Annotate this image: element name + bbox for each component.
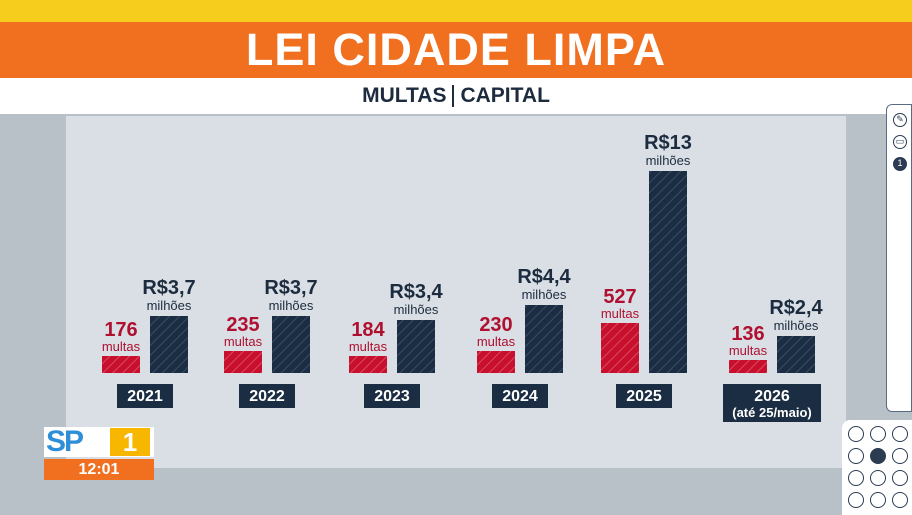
year-label-2023: 2023: [374, 388, 410, 405]
theater-icon[interactable]: [870, 470, 886, 486]
money-value-label-2026: R$2,4: [769, 297, 823, 319]
year-label-2026: 2026: [754, 388, 790, 405]
money-unit-label-2025: milhões: [646, 153, 691, 168]
value-bar-2024: [525, 305, 563, 373]
money-value-label-2022: R$3,7: [264, 277, 317, 299]
chart-panel: [66, 116, 846, 468]
page-title: LEI CIDADE LIMPA: [245, 24, 667, 75]
fines-value-label-2021: 176: [104, 319, 137, 341]
fines-unit-label-2026: multas: [729, 343, 768, 358]
number-one-icon[interactable]: 1: [893, 157, 907, 171]
fines-bar-2021: [102, 356, 140, 373]
run-icon[interactable]: [892, 492, 908, 508]
subtitle-bar: MULTAS CAPITAL: [0, 78, 912, 114]
year-label-2022: 2022: [249, 388, 285, 405]
year-label-box-2024: [492, 384, 548, 408]
channel-logo: SP 1 12:01: [44, 425, 154, 480]
value-bar-2021: [150, 316, 188, 373]
fines-bar-2023: [349, 356, 387, 373]
year-label-box-2023: [364, 384, 420, 408]
news-icon[interactable]: [870, 492, 886, 508]
gallery-icon[interactable]: [848, 448, 864, 464]
fines-value-label-2025: 527: [603, 286, 636, 308]
money-value-label-2025: R$13: [644, 132, 692, 154]
settings-icon[interactable]: [848, 426, 864, 442]
subtitle: MULTAS CAPITAL: [362, 84, 550, 108]
fines-bar-2024: [477, 351, 515, 373]
subtitle-right: CAPITAL: [460, 84, 550, 107]
accessibility-icon[interactable]: [870, 426, 886, 442]
logo-number: 1: [110, 428, 150, 456]
money-value-label-2023: R$3,4: [389, 281, 443, 303]
subtitle-left: MULTAS: [362, 84, 447, 107]
fines-bar-2026: [729, 360, 767, 373]
corner-icon-panel: [842, 420, 912, 515]
fines-bar-2022: [224, 351, 262, 373]
year-label-box-2026: [723, 384, 821, 422]
money-unit-label-2022: milhões: [269, 298, 314, 313]
edit-icon[interactable]: ✎: [893, 113, 907, 127]
fines-value-label-2023: 184: [351, 319, 385, 341]
fines-unit-label-2021: multas: [102, 339, 141, 354]
fines-bar-2025: [601, 323, 639, 373]
money-unit-label-2024: milhões: [522, 287, 567, 302]
year-label-2025: 2025: [626, 388, 662, 405]
chat-icon[interactable]: [892, 426, 908, 442]
sport-icon[interactable]: [892, 448, 908, 464]
title-banner: LEI CIDADE LIMPA: [0, 22, 912, 78]
person-icon[interactable]: [848, 492, 864, 508]
menu-icon[interactable]: [870, 448, 886, 464]
fines-unit-label-2025: multas: [601, 306, 640, 321]
value-bar-2026: [777, 336, 815, 373]
money-value-label-2021: R$3,7: [142, 277, 195, 299]
money-unit-label-2026: milhões: [774, 318, 819, 333]
value-bar-2022: [272, 316, 310, 373]
year-note-2026: (até 25/maio): [732, 405, 811, 420]
money-unit-label-2021: milhões: [147, 298, 192, 313]
fines-unit-label-2024: multas: [477, 334, 516, 349]
fines-unit-label-2022: multas: [224, 334, 263, 349]
value-bar-2025: [649, 171, 687, 373]
logo-sp-text: SP: [46, 425, 84, 458]
info-icon[interactable]: [848, 470, 864, 486]
year-label-box-2022: [239, 384, 295, 408]
year-label-2024: 2024: [502, 388, 538, 405]
money-icon[interactable]: [892, 470, 908, 486]
fines-value-label-2026: 136: [731, 323, 764, 345]
year-label-box-2021: [117, 384, 173, 408]
fines-unit-label-2023: multas: [349, 339, 388, 354]
fines-value-label-2022: 235: [226, 314, 259, 336]
year-label-box-2025: [616, 384, 672, 408]
subtitle-divider: [452, 85, 455, 107]
money-unit-label-2023: milhões: [394, 302, 439, 317]
logo-top: SP 1: [44, 425, 154, 458]
money-value-label-2024: R$4,4: [517, 266, 571, 288]
fines-value-label-2024: 230: [479, 314, 512, 336]
clock-time: 12:01: [44, 459, 154, 480]
top-accent-bar: [0, 0, 912, 22]
year-label-2021: 2021: [127, 388, 163, 405]
value-bar-2023: [397, 320, 435, 373]
side-toolbar: ✎ ▭ 1: [886, 104, 912, 412]
screen-icon[interactable]: ▭: [893, 135, 907, 149]
